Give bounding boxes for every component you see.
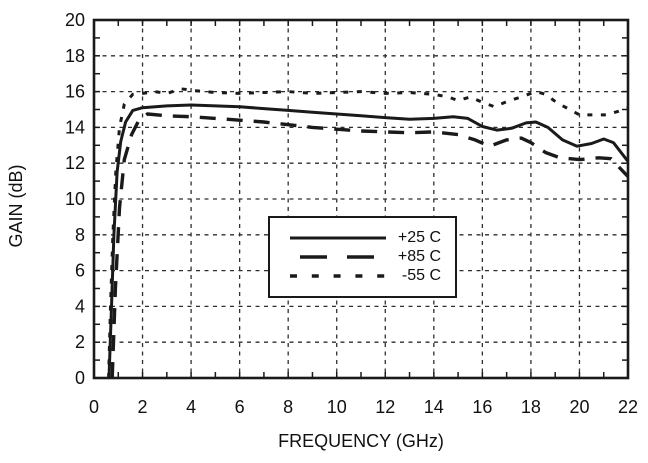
x-tick-label: 12: [375, 397, 395, 417]
y-tick-label: 20: [65, 10, 85, 30]
x-tick-label: 14: [424, 397, 444, 417]
x-tick-label: 22: [618, 397, 638, 417]
y-tick-label: 0: [75, 368, 85, 388]
x-tick-label: 10: [327, 397, 347, 417]
plot-generated-layer: 0 2 4 6 8 10 12 14 16 18 20 22 0 2 4 6 8 10 12 14 16 18 20: [65, 10, 638, 417]
x-axis-title: FREQUENCY (GHz): [278, 431, 444, 451]
x-tick-label: 2: [138, 397, 148, 417]
legend-label-minus55: -55 C: [401, 267, 441, 284]
legend-sample-dashed-line: [300, 255, 380, 259]
y-tick-label: 8: [75, 225, 85, 245]
y-tick-label: 6: [75, 261, 85, 281]
series-line-+85c: [110, 112, 630, 379]
x-tick-label: 20: [569, 397, 589, 417]
legend: +25 C +85 C -55 C: [268, 216, 457, 298]
y-axis-title: GAIN (dB): [6, 164, 26, 247]
y-tick-label: 14: [65, 117, 85, 137]
x-tick-label: 8: [283, 397, 293, 417]
y-tick-label: 16: [65, 82, 85, 102]
series-line-+25c: [107, 103, 630, 379]
y-tick-label: 4: [75, 296, 85, 316]
x-tick-label: 16: [472, 397, 492, 417]
legend-sample-solid-line: [290, 236, 386, 240]
y-tick-label: 2: [75, 332, 85, 352]
y-tick-label: 10: [65, 189, 85, 209]
legend-row-plus85: +85 C: [288, 248, 441, 266]
series-line--55c: [107, 87, 629, 379]
legend-row-plus25: +25 C: [288, 229, 441, 247]
legend-label-plus85: +85 C: [397, 248, 441, 265]
legend-sample-dotted-line: [290, 274, 385, 278]
x-tick-label: 18: [521, 397, 541, 417]
y-tick-label: 18: [65, 46, 85, 66]
legend-label-plus25: +25 C: [397, 229, 441, 246]
x-tick-label: 4: [186, 397, 196, 417]
legend-row-minus55: -55 C: [288, 267, 441, 285]
x-tick-label: 6: [235, 397, 245, 417]
x-tick-label: 0: [89, 397, 99, 417]
plot-border: [92, 18, 630, 380]
y-tick-label: 12: [65, 153, 85, 173]
